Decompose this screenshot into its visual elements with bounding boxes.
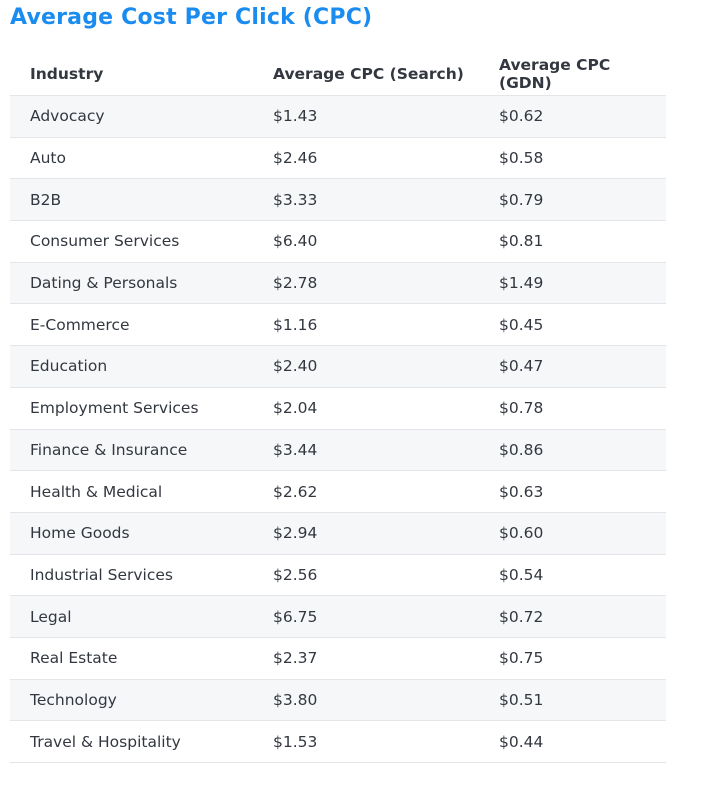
column-header-industry: Industry (10, 53, 253, 96)
industry-cell: Technology (10, 679, 253, 722)
column-header-cpc-gdn: Average CPC (GDN) (479, 53, 666, 96)
cpc-search-cell: $6.40 (253, 220, 479, 263)
cpc-search-cell: $2.37 (253, 637, 479, 680)
table-row: Travel & Hospitality $1.53 $0.44 (10, 720, 666, 763)
industry-cell: Dating & Personals (10, 262, 253, 305)
industry-cell: B2B (10, 178, 253, 222)
page-title: Average Cost Per Click (CPC) (10, 5, 373, 30)
cpc-gdn-cell: $1.49 (479, 262, 666, 305)
cpc-search-cell: $2.40 (253, 345, 479, 388)
cpc-search-cell: $3.44 (253, 429, 479, 472)
industry-cell: Auto (10, 137, 253, 180)
industry-cell: Home Goods (10, 512, 253, 555)
cpc-gdn-cell: $0.62 (479, 95, 666, 138)
table-row: Auto $2.46 $0.58 (10, 137, 666, 180)
table-row: Finance & Insurance $3.44 $0.86 (10, 429, 666, 472)
table-row: Education $2.40 $0.47 (10, 345, 666, 388)
table-row: Legal $6.75 $0.72 (10, 595, 666, 638)
cpc-gdn-cell: $0.75 (479, 637, 666, 680)
table-row: Consumer Services $6.40 $0.81 (10, 220, 666, 263)
table-row: Dating & Personals $2.78 $1.49 (10, 262, 666, 305)
industry-cell: Advocacy (10, 95, 253, 138)
cpc-gdn-cell: $0.58 (479, 137, 666, 180)
industry-cell: Industrial Services (10, 554, 253, 597)
cpc-search-cell: $2.94 (253, 512, 479, 555)
cpc-search-cell: $2.62 (253, 470, 479, 513)
cpc-search-cell: $2.46 (253, 137, 479, 180)
table-row: Real Estate $2.37 $0.75 (10, 637, 666, 680)
cpc-gdn-cell: $0.51 (479, 679, 666, 722)
industry-cell: Education (10, 345, 253, 388)
cpc-search-cell: $2.78 (253, 262, 479, 305)
cpc-gdn-cell: $0.44 (479, 720, 666, 763)
table-row: B2B $3.33 $0.79 (10, 178, 666, 222)
cpc-gdn-cell: $0.86 (479, 429, 666, 472)
cpc-search-cell: $1.53 (253, 720, 479, 763)
table-row: Employment Services $2.04 $0.78 (10, 387, 666, 430)
cpc-gdn-cell: $0.54 (479, 554, 666, 597)
table-row: Home Goods $2.94 $0.60 (10, 512, 666, 555)
cpc-search-cell: $1.16 (253, 303, 479, 347)
industry-cell: Real Estate (10, 637, 253, 680)
industry-cell: Health & Medical (10, 470, 253, 513)
table-row: E-Commerce $1.16 $0.45 (10, 303, 666, 347)
cpc-gdn-cell: $0.79 (479, 178, 666, 222)
table-header-row: Industry Average CPC (Search) Average CP… (10, 53, 666, 96)
industry-cell: Legal (10, 595, 253, 638)
cpc-search-cell: $2.04 (253, 387, 479, 430)
cpc-gdn-cell: $0.63 (479, 470, 666, 513)
industry-cell: Employment Services (10, 387, 253, 430)
industry-cell: Consumer Services (10, 220, 253, 263)
column-header-cpc-search: Average CPC (Search) (253, 53, 479, 96)
industry-cell: Finance & Insurance (10, 429, 253, 472)
industry-cell: Travel & Hospitality (10, 720, 253, 763)
cpc-gdn-cell: $0.60 (479, 512, 666, 555)
cpc-search-cell: $3.80 (253, 679, 479, 722)
cpc-gdn-cell: $0.72 (479, 595, 666, 638)
cpc-search-cell: $3.33 (253, 178, 479, 222)
table-row: Advocacy $1.43 $0.62 (10, 95, 666, 138)
table-row: Health & Medical $2.62 $0.63 (10, 470, 666, 513)
cpc-search-cell: $1.43 (253, 95, 479, 138)
cpc-gdn-cell: $0.81 (479, 220, 666, 263)
industry-cell: E-Commerce (10, 303, 253, 347)
cpc-gdn-cell: $0.45 (479, 303, 666, 347)
cpc-gdn-cell: $0.47 (479, 345, 666, 388)
table-row: Technology $3.80 $0.51 (10, 679, 666, 722)
cpc-gdn-cell: $0.78 (479, 387, 666, 430)
cpc-search-cell: $6.75 (253, 595, 479, 638)
cpc-table: Industry Average CPC (Search) Average CP… (10, 53, 666, 763)
table-row: Industrial Services $2.56 $0.54 (10, 554, 666, 597)
cpc-search-cell: $2.56 (253, 554, 479, 597)
